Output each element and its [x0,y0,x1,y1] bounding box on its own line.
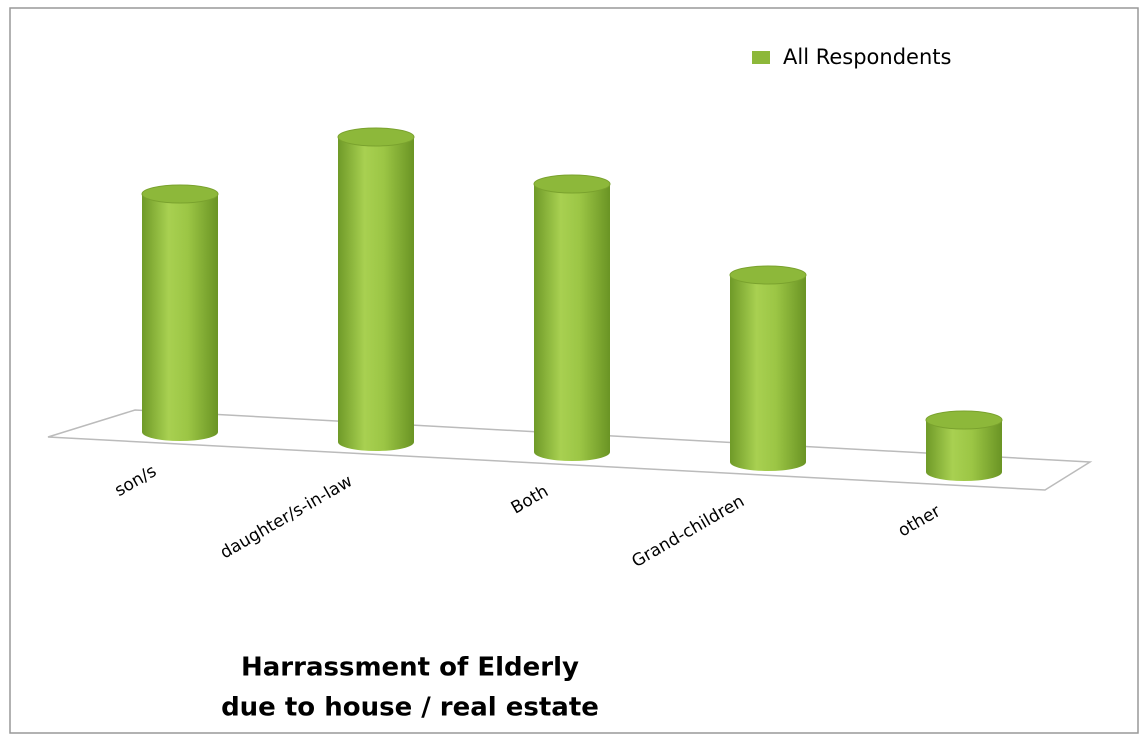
bar-top [925,410,1003,430]
chart-title: Harrassment of Elderly [241,653,579,683]
bar-top [533,174,611,194]
chart-title: due to house / real estate [221,693,599,723]
bar [730,275,806,471]
bar-top [141,184,219,204]
floor [47,409,1093,491]
x-tick-label: Grand-children [628,491,748,572]
bar [926,420,1002,481]
bar-top [729,265,807,285]
bar [142,194,218,441]
frame [9,7,1139,734]
bar [534,184,610,461]
bar-top [337,127,415,147]
bar [338,137,414,451]
x-tick-label: Both [508,481,552,518]
legend-swatch [752,51,770,64]
legend-label: All Respondents [783,45,951,69]
x-tick-label: other [895,501,944,541]
x-tick-label: daughter/s-in-law [217,471,356,563]
x-tick-label: son/s [111,461,160,501]
